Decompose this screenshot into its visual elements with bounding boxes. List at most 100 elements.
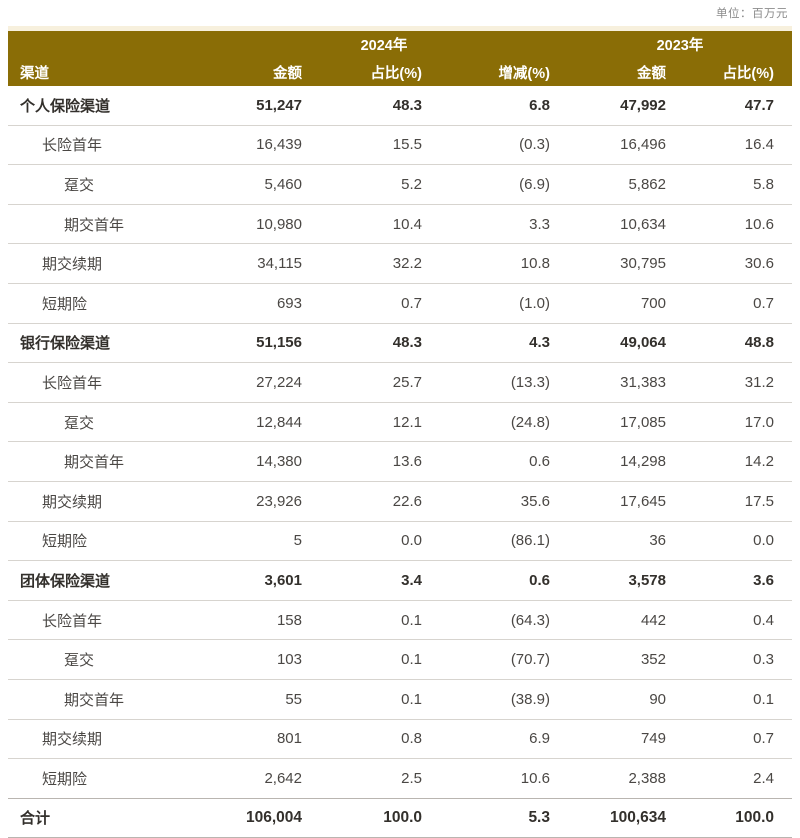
cell-share-2023: 14.2: [684, 441, 792, 482]
cell-share-2024: 0.1: [320, 639, 440, 680]
header-col-channel: 渠道: [8, 58, 200, 86]
cell-amount-2024: 23,926: [200, 480, 320, 522]
cell-amount-2023: 2,388: [568, 758, 684, 799]
row-label: 短期险: [8, 758, 200, 799]
cell-share-2024: 0.0: [320, 520, 440, 561]
cell-share-2024: 0.8: [320, 718, 440, 759]
cell-share-2024: 3.4: [320, 560, 440, 601]
cell-change: 6.8: [529, 96, 550, 114]
header-col-amount-2023: 金额: [568, 58, 684, 86]
row-label: 长险首年: [8, 124, 200, 165]
header-year-row: 2024年 2023年: [8, 31, 792, 58]
cell-share-2023: 48.8: [684, 322, 792, 363]
table-row: 趸交 12,844 12.1 (24.8) 17,085 17.0: [8, 401, 792, 442]
row-label: 银行保险渠道: [8, 322, 200, 363]
row-label: 趸交: [8, 639, 200, 680]
cell-amount-2023: 749: [568, 718, 684, 759]
cell-share-2023: 16.4: [684, 124, 792, 165]
cell-amount-2023: 17,085: [568, 401, 684, 442]
cell-amount-2023: 49,064: [568, 322, 684, 363]
cell-amount-2024: 158: [200, 599, 320, 640]
header-year-2024: 2024年: [200, 31, 568, 58]
cell-change: (1.0): [440, 282, 568, 324]
header-col-amount-2024: 金额: [200, 58, 320, 86]
cell-share-2024: 0.7: [320, 282, 440, 324]
cell-share-2023: 0.0: [684, 520, 792, 561]
cell-share-2023: 17.0: [684, 401, 792, 442]
cell-change: (24.8): [440, 401, 568, 442]
premium-by-channel-table-container: 2024年 2023年 渠道 金额 占比(%) 增减(%) 金额 占比(%) 个…: [8, 26, 792, 838]
table-row: 合计 106,004 100.0 5.3 100,634 100.0: [8, 797, 792, 838]
table-row: 长险首年 158 0.1 (64.3) 442 0.4: [8, 599, 792, 640]
table-row: 长险首年 16,439 15.5 (0.3) 16,496 16.4: [8, 124, 792, 165]
cell-amount-2023: 3,578: [568, 560, 684, 601]
table-row: 趸交 5,460 5.2 (6.9) 5,862 5.8: [8, 164, 792, 205]
cell-share-2024: 0.1: [320, 678, 440, 719]
cell-share-2024: 12.1: [320, 401, 440, 442]
cell-share-2024: 100.0: [320, 797, 440, 838]
cell-amount-2024: 3,601: [200, 560, 320, 601]
cell-change: 6.9: [440, 718, 568, 759]
table-header: 2024年 2023年 渠道 金额 占比(%) 增减(%) 金额 占比(%): [8, 26, 792, 86]
cell-share-2023: 3.6: [684, 560, 792, 601]
row-label: 长险首年: [8, 362, 200, 403]
header-corner-blank: [8, 31, 200, 58]
cell-amount-2023: 5,862: [568, 164, 684, 205]
cell-change: 35.6: [440, 480, 568, 522]
cell-amount-2023: 90: [568, 678, 684, 719]
row-label: 个人保险渠道: [20, 97, 111, 115]
table-row: 银行保险渠道 51,156 48.3 4.3 49,064 48.8: [8, 322, 792, 363]
cell-share-2023: 5.8: [684, 164, 792, 205]
header-col-share-2024: 占比(%): [320, 58, 440, 86]
row-label: 期交首年: [8, 678, 200, 719]
header-col-change: 增减(%): [440, 58, 568, 86]
table-row: 期交首年 14,380 13.6 0.6 14,298 14.2: [8, 441, 792, 482]
cell-share-2023: 31.2: [684, 362, 792, 403]
row-label: 短期险: [8, 282, 200, 324]
cell-change: 10.8: [440, 243, 568, 284]
cell-share-2023: 47.7: [744, 96, 774, 114]
cell-share-2024: 48.3: [392, 96, 422, 114]
cell-amount-2023: 700: [568, 282, 684, 324]
cell-change: 0.6: [440, 560, 568, 601]
table-row: 期交首年 55 0.1 (38.9) 90 0.1: [8, 678, 792, 719]
cell-share-2023: 100.0: [684, 797, 792, 838]
row-label: 趸交: [8, 401, 200, 442]
cell-amount-2024: 5,460: [200, 164, 320, 205]
cell-amount-2023: 17,645: [568, 480, 684, 522]
cell-change: (64.3): [440, 599, 568, 640]
header-column-row: 渠道 金额 占比(%) 增减(%) 金额 占比(%): [8, 58, 792, 86]
cell-amount-2023: 47,992: [620, 96, 666, 114]
cell-share-2023: 10.6: [684, 203, 792, 244]
cell-amount-2024: 55: [200, 678, 320, 719]
row-label: 期交首年: [8, 441, 200, 482]
cell-amount-2023: 36: [568, 520, 684, 561]
cell-share-2024: 10.4: [320, 203, 440, 244]
cell-change: (86.1): [440, 520, 568, 561]
table-row: 期交首年 10,980 10.4 3.3 10,634 10.6: [8, 203, 792, 244]
cell-share-2023: 0.1: [684, 678, 792, 719]
cell-change: (6.9): [440, 164, 568, 205]
row-label: 合计: [8, 797, 200, 838]
cell-share-2023: 2.4: [684, 758, 792, 799]
table-row: 团体保险渠道 3,601 3.4 0.6 3,578 3.6: [8, 560, 792, 601]
cell-change: (13.3): [440, 362, 568, 403]
cell-amount-2024: 5: [200, 520, 320, 561]
cell-amount-2024: 12,844: [200, 401, 320, 442]
cell-share-2024: 2.5: [320, 758, 440, 799]
cell-amount-2023: 31,383: [568, 362, 684, 403]
table-row: 短期险 5 0.0 (86.1) 36 0.0: [8, 520, 792, 561]
cell-amount-2023: 10,634: [568, 203, 684, 244]
header-strip-cell: [8, 26, 792, 31]
cell-amount-2024: 801: [200, 718, 320, 759]
cell-change: (0.3): [440, 124, 568, 165]
cell-share-2024: 22.6: [320, 480, 440, 522]
premium-by-channel-table: 2024年 2023年 渠道 金额 占比(%) 增减(%) 金额 占比(%) 个…: [8, 26, 792, 838]
header-col-share-2023: 占比(%): [684, 58, 792, 86]
cell-change: 4.3: [440, 322, 568, 363]
cell-share-2024: 5.2: [320, 164, 440, 205]
cell-amount-2024: 693: [200, 282, 320, 324]
cell-amount-2023: 100,634: [568, 797, 684, 838]
row-label: 期交首年: [8, 203, 200, 244]
cell-share-2023: 0.7: [684, 718, 792, 759]
